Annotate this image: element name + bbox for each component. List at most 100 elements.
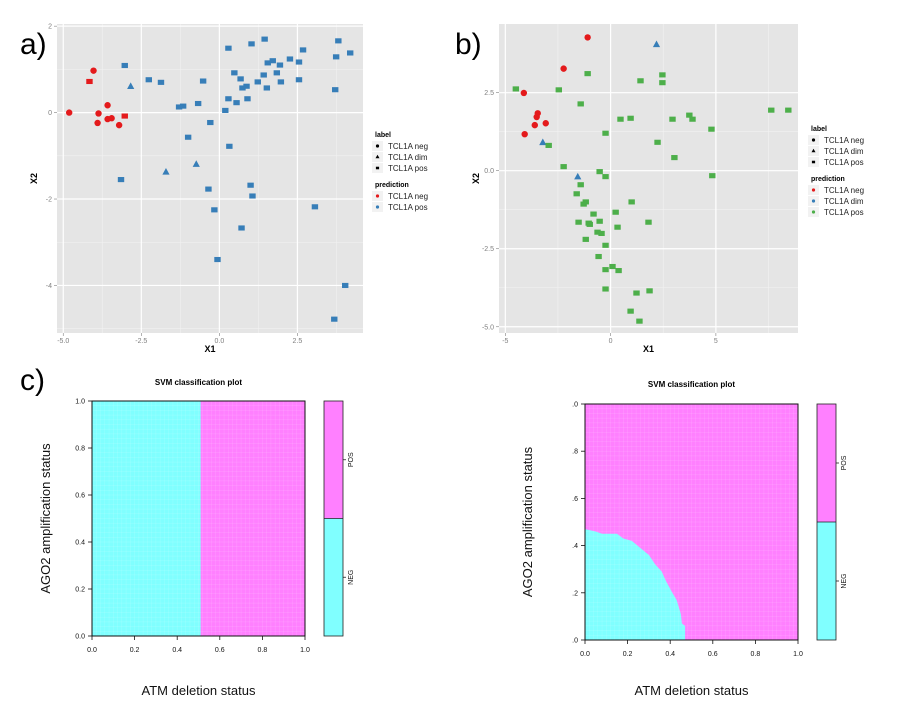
data-point-pos-pred-pos	[260, 72, 267, 78]
data-point-pos-pred-pos	[335, 38, 342, 44]
data-point-pos-pred-pos	[627, 308, 634, 314]
data-point-pos-pred-pos	[225, 45, 232, 51]
legend-label-pos: POS	[841, 455, 848, 470]
x-tick-label: 0.0	[87, 647, 97, 654]
data-point-pos-pred-pos	[627, 115, 634, 121]
plot-background	[499, 24, 798, 333]
legend: label TCL1A neg TCL1A dim TCL1A pos predicti…	[808, 126, 864, 217]
svm-plot-c-right: SVM classification plot 0.0 0.2 0.4 0.6 0.8 1.…	[520, 380, 848, 698]
data-point-pos-pred-pos	[264, 60, 271, 66]
y-tick-label: 0	[48, 110, 52, 117]
legend-key-square	[811, 160, 816, 164]
data-point-pos-pred-pos	[768, 107, 775, 113]
data-point-pos-pred-pos	[708, 126, 715, 132]
data-point-pos-pred-pos	[184, 134, 192, 140]
y-tick-label: 0.0	[484, 168, 494, 175]
data-point-pos-pred-pos	[602, 267, 609, 273]
data-point-pos-pred-pos	[598, 230, 605, 236]
panel-label-c: c)	[20, 364, 45, 397]
data-point-pos-pred-pos	[671, 155, 678, 161]
data-point-pos-pred-pos	[261, 36, 268, 42]
legend-entry-label: TCL1A dim	[388, 153, 428, 162]
data-point-pos-pred-pos	[225, 96, 232, 102]
y-axis-title: X2	[471, 173, 481, 184]
data-point-pos-pred-pos	[117, 177, 125, 183]
y-tick-label: 0.0	[75, 634, 85, 641]
data-point-neg-pred-neg	[115, 121, 123, 129]
y-tick-label: -5.0	[482, 324, 494, 331]
panel-label-a: a)	[20, 28, 47, 61]
data-point-pos-pred-pos	[590, 211, 597, 217]
x-tick-label: 5	[714, 338, 718, 345]
y-tick-label: .8	[572, 449, 578, 456]
data-point-pos-pred-pos	[269, 58, 276, 64]
data-point-dim-pred-pos	[127, 82, 135, 90]
x-axis-title: ATM deletion status	[142, 683, 256, 698]
x-tick-label: -5.0	[57, 338, 69, 345]
data-point-pos-pred-pos	[157, 79, 165, 85]
data-point-pos-pred-pos	[179, 103, 187, 109]
chart-title: SVM classification plot	[648, 380, 735, 389]
data-point-pos-pred-pos	[577, 101, 584, 107]
data-point-dim-pred-dim	[652, 40, 661, 48]
x-tick-label: -2.5	[135, 338, 147, 345]
data-point-pos-pred-pos	[277, 79, 285, 85]
data-point-pos-pred-neg	[121, 113, 128, 119]
data-point-pos-pred-pos	[247, 182, 254, 188]
data-point-pos-pred-pos	[584, 71, 591, 77]
data-point-pos-pred-pos	[233, 100, 240, 106]
data-point-pos-pred-pos	[205, 186, 212, 192]
legend-entry-label: TCL1A neg	[824, 136, 864, 145]
legend-entry-label: TCL1A neg	[388, 142, 428, 151]
data-point-pos-pred-pos	[295, 59, 303, 65]
legend-title-prediction: prediction	[375, 182, 409, 189]
data-point-neg-pred-neg	[104, 102, 111, 109]
x-tick-label: 0.8	[751, 651, 761, 658]
data-point-pos-pred-pos	[659, 80, 666, 86]
data-point-pos-pred-pos	[311, 204, 319, 210]
legend-key-pos	[375, 205, 380, 209]
data-point-pos-pred-pos	[560, 164, 567, 170]
data-point-pos-pred-pos	[596, 169, 603, 175]
y-tick-label: 0.4	[75, 540, 85, 547]
x-tick-label: 0.6	[708, 651, 718, 658]
data-point-pos-pred-pos	[637, 78, 644, 84]
legend-key-circle	[811, 138, 816, 142]
legend-entry-label: TCL1A dim	[824, 147, 864, 156]
data-point-pos-pred-pos	[342, 282, 349, 289]
data-point-pos-pred-pos	[659, 72, 666, 78]
data-point-pos-pred-pos	[602, 130, 609, 136]
legend-entry-label: TCL1A neg	[824, 186, 864, 195]
data-point-pos-pred-pos	[615, 268, 622, 274]
data-point-neg-pred-neg	[90, 67, 97, 74]
scatter-panel-b: -5 0 5 2.5 0.0 -2.5 -5.0 X1 X2 label TCL1A neg TCL1…	[471, 24, 864, 354]
data-point-pos-pred-pos	[263, 85, 271, 91]
y-axis-title: AGO2 amplification status	[520, 446, 535, 597]
y-tick-label: 0.6	[75, 493, 85, 500]
data-point-pos-pred-pos	[248, 41, 255, 47]
x-tick-label: 1.0	[300, 647, 310, 654]
x-axis-title: X1	[204, 344, 215, 354]
class-legend-bar: POS NEG	[816, 403, 848, 641]
legend-title-label: label	[375, 132, 391, 139]
y-tick-label: -2	[46, 197, 52, 204]
data-point-dim-pred-dim	[539, 138, 547, 146]
legend-key-pos	[811, 210, 816, 214]
data-point-pos-pred-pos	[654, 139, 661, 145]
y-tick-label: -2.5	[482, 246, 494, 253]
data-point-pos-pred-pos	[785, 107, 792, 113]
y-tick-label: 2.5	[484, 90, 494, 97]
neg-region	[92, 401, 201, 636]
legend-label-neg: NEG	[841, 573, 848, 588]
data-point-pos-pred-pos	[286, 56, 294, 62]
data-point-pos-pred-pos	[636, 318, 643, 324]
y-tick-label: .2	[572, 590, 578, 597]
legend-entry-label: TCL1A pos	[824, 208, 864, 217]
data-point-pos-pred-pos	[295, 77, 303, 83]
data-point-pos-pred-pos	[346, 50, 354, 56]
data-point-pos-pred-pos	[646, 288, 653, 294]
data-point-dim-pred-pos	[192, 160, 200, 167]
data-point-pos-pred-pos	[602, 242, 609, 248]
legend-swatch-pos	[817, 404, 836, 522]
data-point-pos-pred-pos	[596, 218, 603, 224]
